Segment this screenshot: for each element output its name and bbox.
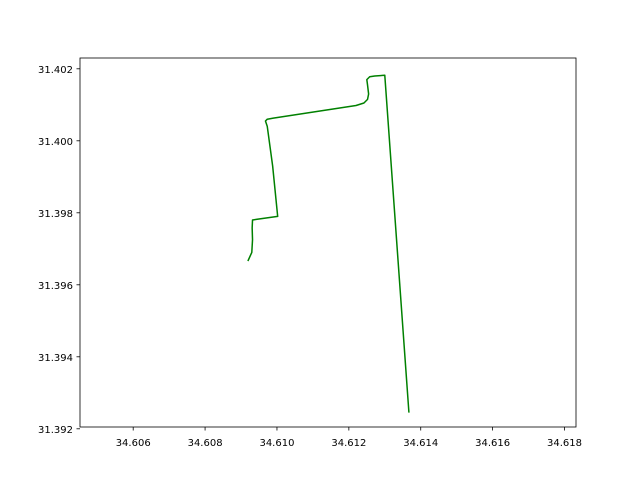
x-tick-label: 34.618 xyxy=(547,438,582,449)
y-axis: 31.392 31.394 31.396 31.398 31.400 31.402 xyxy=(38,65,80,436)
x-tick-label: 34.606 xyxy=(116,438,151,449)
x-tick-label: 34.608 xyxy=(188,438,223,449)
x-axis: 34.606 34.608 34.610 34.612 34.614 34.616 34.6… xyxy=(116,427,582,449)
y-tick-label: 31.396 xyxy=(38,281,73,292)
y-tick-label: 31.402 xyxy=(38,65,73,76)
plot-frame xyxy=(79,57,577,428)
x-tick-label: 34.614 xyxy=(403,438,438,449)
x-tick-label: 34.616 xyxy=(475,438,510,449)
y-tick-label: 31.392 xyxy=(38,425,73,436)
y-tick-label: 31.398 xyxy=(38,209,73,220)
y-tick-label: 31.400 xyxy=(38,137,73,148)
plot-area xyxy=(80,58,576,427)
x-tick-label: 34.610 xyxy=(259,438,294,449)
y-tick-label: 31.394 xyxy=(38,353,73,364)
series-line-0 xyxy=(247,74,410,413)
series-layer xyxy=(247,74,410,413)
x-tick-label: 34.612 xyxy=(331,438,366,449)
